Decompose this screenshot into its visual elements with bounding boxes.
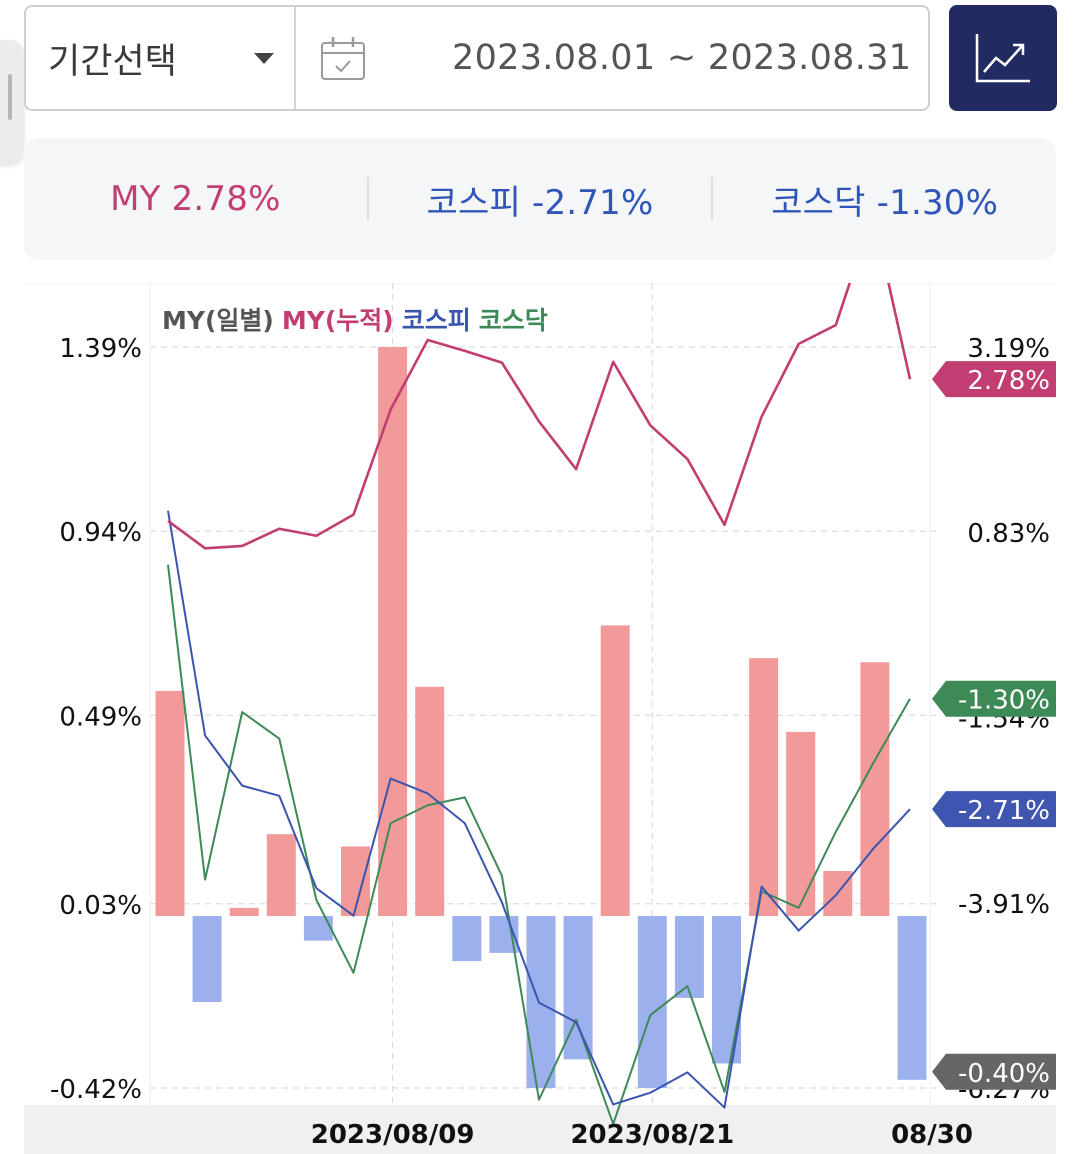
summary-kospi-return: 코스피 -2.71% <box>426 182 654 223</box>
bar-my-daily <box>229 907 259 917</box>
right-axis-tick-label: -3.91% <box>958 890 1050 920</box>
bar-my-daily <box>266 834 296 917</box>
bar-my-daily <box>712 916 741 1064</box>
line-kosdaq <box>167 564 911 1126</box>
left-axis-tick-label: 0.94% <box>59 518 142 548</box>
bar-my-daily <box>303 916 333 941</box>
summary-my-return: MY 2.78% <box>110 179 281 219</box>
bar-my-daily <box>452 916 482 962</box>
end-daily-tag <box>932 1053 1056 1090</box>
date-range-picker[interactable]: 2023.08.01 ~ 2023.08.31 <box>296 7 928 109</box>
bar-my-daily <box>749 658 779 917</box>
drawer-grip-icon <box>8 74 12 120</box>
end-daily-tag-label: -0.40% <box>958 1059 1050 1089</box>
returns-chart: 1.39% 0.94% 0.49% 0.03% -0.42% 3.19% 0.83% -1.5… <box>0 283 1080 1154</box>
legend-my-cumulative: MY(누적) <box>281 306 394 335</box>
right-axis-tick-label: 3.19% <box>967 334 1050 364</box>
caret-down-icon <box>254 52 274 64</box>
line-kospi <box>167 510 911 1109</box>
period-filter-bar: 기간선택 2023.08.01 ~ 2023.08.31 <box>24 5 930 111</box>
bar-my-daily <box>600 625 630 917</box>
bar-my-daily <box>526 916 556 1088</box>
end-kospi-tag <box>932 791 1056 828</box>
bar-my-daily <box>192 916 222 1003</box>
bar-my-daily <box>415 686 445 917</box>
chart-legend: MY(일별) MY(누적) 코스피 코스닥 <box>162 301 548 337</box>
calendar-icon <box>321 37 365 80</box>
line-my-cumulative <box>167 283 912 550</box>
end-kosdaq-tag <box>932 680 1056 717</box>
x-axis-tick-label: 08/30 <box>891 1120 973 1150</box>
end-kospi-tag-label: -2.71% <box>958 796 1050 826</box>
legend-my-daily: MY(일별) <box>162 306 274 335</box>
return-summary-bar: MY 2.78% 코스피 -2.71% 코스닥 -1.30% <box>24 138 1056 260</box>
bar-my-daily <box>155 690 185 917</box>
bar-my-daily <box>897 916 927 1080</box>
legend-kospi: 코스피 <box>401 306 471 335</box>
summary-divider <box>711 177 714 221</box>
legend-kosdaq: 코스닥 <box>478 306 548 335</box>
bar-my-daily <box>786 731 816 917</box>
bar-my-daily <box>860 662 890 917</box>
chart-view-button[interactable] <box>949 5 1057 111</box>
left-axis-tick-label: 0.49% <box>59 702 142 732</box>
left-axis-tick-label: -0.42% <box>50 1075 142 1105</box>
x-axis-tick-label: 2023/08/09 <box>311 1120 475 1150</box>
summary-kosdaq-return: 코스닥 -1.30% <box>771 182 999 223</box>
side-drawer-handle[interactable] <box>0 40 24 164</box>
bar-my-daily <box>637 916 667 1088</box>
line-chart-icon <box>975 34 1030 83</box>
right-axis-tick-label: 0.83% <box>967 519 1050 549</box>
date-range-text: 2023.08.01 ~ 2023.08.31 <box>452 38 912 78</box>
summary-divider <box>366 177 369 221</box>
left-axis-tick-label: 0.03% <box>59 891 142 921</box>
end-kosdaq-tag-label: -1.30% <box>958 686 1050 716</box>
end-my-tag-label: 2.78% <box>967 366 1050 396</box>
end-my-tag <box>932 361 1056 398</box>
returns-chart-svg: 1.39%0.94%0.49%0.03%-0.42%3.19%0.83%-1.5… <box>24 283 1056 1154</box>
bar-my-daily <box>341 846 370 917</box>
x-axis-tick-label: 2023/08/21 <box>570 1120 734 1150</box>
period-select-label: 기간선택 <box>48 41 177 82</box>
x-axis-strip <box>24 1105 1056 1154</box>
left-axis-tick-label: 1.39% <box>59 334 142 364</box>
period-select-dropdown[interactable]: 기간선택 <box>26 7 296 109</box>
bar-my-daily <box>674 916 704 998</box>
